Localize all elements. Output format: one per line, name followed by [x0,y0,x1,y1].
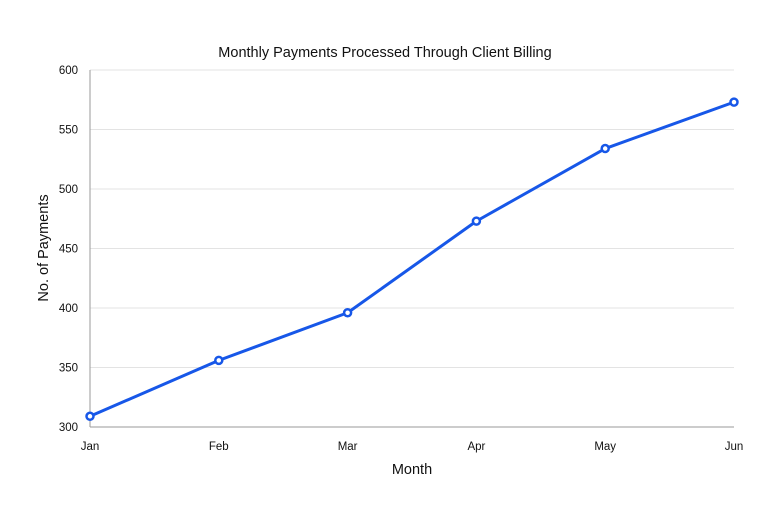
chart-title: Monthly Payments Processed Through Clien… [218,45,551,61]
gridlines [90,69,734,368]
x-tick-label: Feb [209,441,229,453]
y-tick-label: 500 [59,184,78,196]
y-axis-title: No. of Payments [36,194,52,301]
x-tick-labels: Jan Feb Mar Apr May Jun [81,441,744,453]
y-tick-label: 300 [59,422,78,434]
series-line [88,100,736,418]
data-point [600,143,610,154]
y-tick-label: 550 [59,125,78,137]
data-point [471,216,482,226]
y-tick-label: 600 [59,65,78,77]
y-tick-label: 450 [59,244,78,256]
x-tick-label: Jan [81,441,100,453]
y-tick-labels: 300 350 400 450 500 550 600 [59,65,78,434]
series-layer [85,97,739,422]
x-tick-label: Apr [467,441,485,453]
data-point [214,355,224,366]
y-tick-label: 350 [59,363,78,375]
data-point [85,411,95,422]
x-tick-label: May [594,441,616,453]
y-tick-label: 400 [59,303,78,315]
data-point [729,97,739,107]
x-axis-title: Month [392,462,432,478]
x-tick-label: Mar [338,441,358,453]
data-point [342,308,353,318]
x-tick-label: Jun [725,441,744,453]
